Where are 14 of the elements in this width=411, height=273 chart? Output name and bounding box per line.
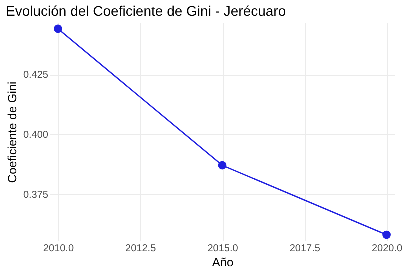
point: [218, 161, 227, 170]
point: [382, 230, 391, 240]
y-axis-title: Coeficiente de Gini: [5, 82, 20, 184]
x-tick-label: 2017.5: [290, 244, 321, 254]
chart-title: Evolución del Coeficiente de Gini - Jerécuaro: [6, 3, 286, 19]
point: [54, 24, 62, 34]
x-axis-title: Año: [212, 256, 234, 270]
x-tick-label: 2020.0: [372, 244, 404, 254]
y-tick-label: 0.400: [23, 130, 49, 141]
y-tick-label: 0.375: [23, 190, 49, 201]
x-tick-label: 2012.5: [126, 244, 157, 254]
y-tick-label: 0.425: [23, 70, 49, 82]
x-tick-label: 2010.0: [43, 244, 74, 254]
x-tick-label: 2015.0: [208, 244, 239, 254]
